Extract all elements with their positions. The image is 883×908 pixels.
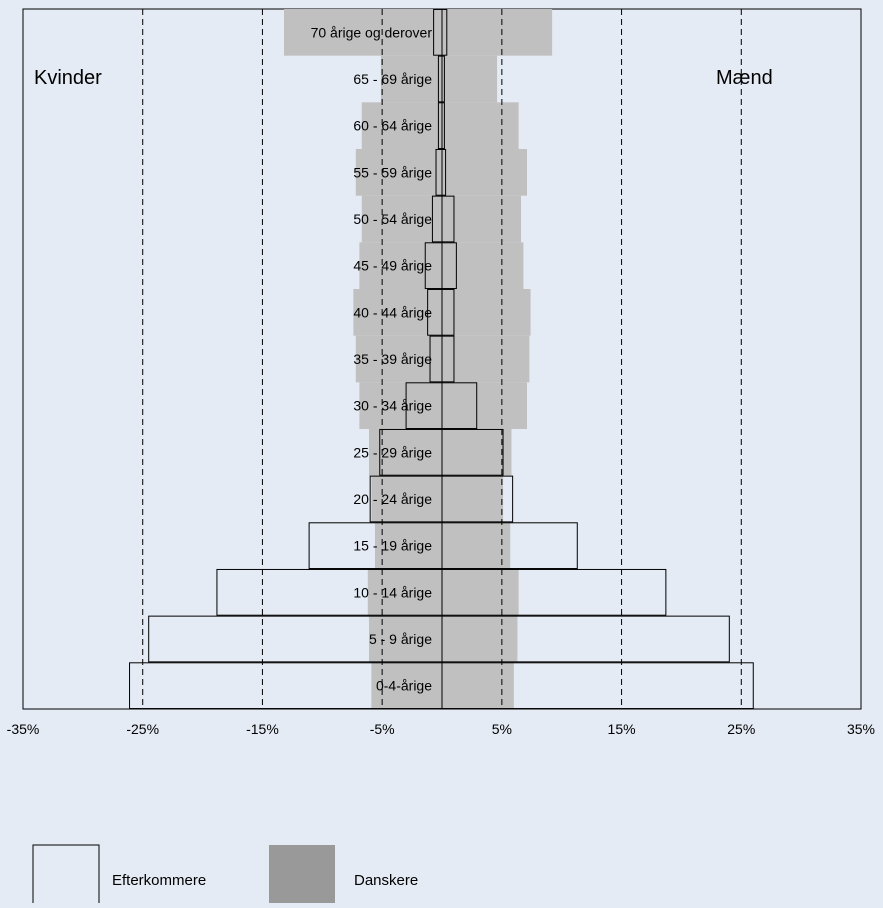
legend-label-0: Efterkommere [112,872,206,889]
legend-label-1: Danskere [354,872,418,889]
category-label-9: 25 - 29 årige [353,444,432,460]
category-label-14: 0-4-årige [376,678,432,694]
category-label-6: 40 - 44 årige [353,304,432,320]
category-label-12: 10 - 14 årige [353,584,432,600]
bar-danskere-11 [374,522,511,569]
category-label-0: 70 årige og derover [311,24,433,40]
bar-danskere-9 [368,429,512,476]
side-label-women: Kvinder [34,67,102,89]
side-label-men: Mænd [716,67,773,89]
bar-danskere-10 [371,475,504,523]
category-label-13: 5 - 9 årige [369,631,432,647]
x-tick-label-1: -25% [126,721,159,737]
bar-danskere-7 [355,335,530,383]
x-tick-label-2: -15% [246,721,279,737]
bar-danskere-13 [368,615,518,663]
bar-danskere-5 [359,242,524,289]
bar-danskere-14 [371,662,514,709]
legend: Efterkommere Danskere [32,844,418,908]
category-label-11: 15 - 19 årige [353,538,432,554]
bar-danskere-4 [361,195,522,243]
bar-danskere-0 [283,9,553,56]
x-tick-label-3: -5% [370,721,395,737]
bar-danskere-3 [355,149,527,196]
x-tick-label-0: -35% [7,721,40,737]
category-label-7: 35 - 39 årige [353,351,432,367]
category-label-8: 30 - 34 årige [353,398,432,414]
category-label-2: 60 - 64 årige [353,118,432,134]
x-tick-label-6: 25% [727,721,755,737]
bar-danskere-1 [380,55,498,103]
legend-swatch-0 [32,844,100,908]
category-label-3: 55 - 59 årige [353,164,432,180]
category-label-5: 45 - 49 årige [353,258,432,274]
legend-swatch-1 [269,845,335,908]
plot-area: 70 årige og derover 65 - 69 årige 60 - 64 … [7,8,875,737]
category-label-10: 20 - 24 årige [353,491,432,507]
bar-danskere-8 [359,382,527,429]
category-label-1: 65 - 69 årige [353,71,432,87]
x-tick-label-7: 35% [847,721,875,737]
category-label-4: 50 - 54 årige [353,211,432,227]
x-tick-label-4: 5% [492,721,512,737]
bar-danskere-2 [361,102,519,149]
bar-danskere-12 [367,569,519,616]
x-tick-label-5: 15% [608,721,636,737]
